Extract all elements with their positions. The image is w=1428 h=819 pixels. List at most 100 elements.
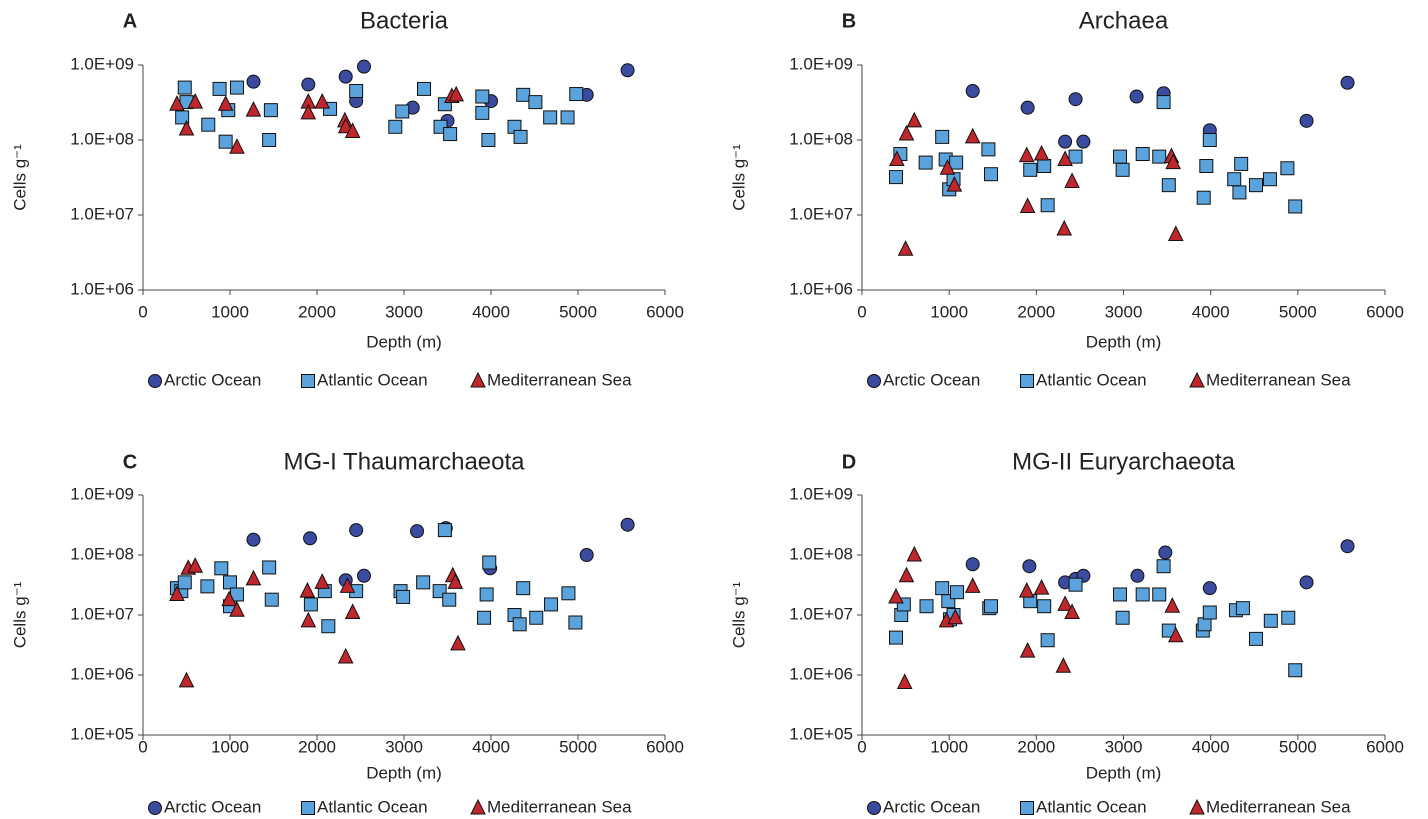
data-point	[1299, 575, 1314, 590]
data-point	[919, 599, 934, 614]
x-tick-label: 1000	[930, 737, 968, 756]
data-point	[246, 74, 261, 89]
data-point	[349, 523, 364, 538]
x-tick-label: 4000	[1192, 737, 1230, 756]
y-tick-label: 1.0E+06	[789, 664, 853, 683]
x-tick-label: 6000	[646, 737, 684, 756]
x-tick-label: 2000	[1017, 302, 1055, 321]
data-point	[1235, 601, 1250, 616]
y-tick-label: 1.0E+08	[789, 544, 853, 563]
data-point	[569, 87, 584, 102]
x-tick-label: 2000	[298, 302, 336, 321]
data-point	[898, 124, 915, 141]
data-point	[1040, 198, 1055, 213]
data-point	[1018, 582, 1035, 598]
x-tick-label: 5000	[1279, 302, 1317, 321]
data-point	[481, 133, 496, 147]
data-point	[482, 555, 497, 570]
data-point	[1164, 597, 1181, 613]
data-point	[888, 170, 903, 185]
y-tick-label: 1.0E+05	[70, 724, 134, 743]
legend-marker	[470, 371, 486, 388]
data-point	[946, 176, 963, 192]
data-point	[1040, 633, 1055, 648]
data-point	[178, 671, 195, 688]
panel-label: B	[842, 10, 856, 32]
data-point	[1197, 617, 1212, 632]
data-point	[949, 155, 964, 170]
data-point	[906, 111, 923, 128]
data-point	[1202, 581, 1217, 596]
x-tick-label: 3000	[1105, 302, 1143, 321]
data-point	[187, 557, 204, 573]
data-point	[1115, 610, 1130, 625]
data-point	[1156, 95, 1171, 110]
data-point	[1037, 599, 1052, 614]
data-point	[299, 582, 316, 598]
y-tick-label: 1.0E+05	[789, 724, 853, 743]
legend-label: Mediterranean Sea	[1206, 797, 1351, 816]
x-tick-label: 5000	[559, 737, 597, 756]
x-tick-label: 1000	[211, 737, 249, 756]
legend-marker	[470, 798, 486, 815]
data-point	[1130, 568, 1145, 583]
data-point	[1037, 159, 1052, 174]
data-point	[169, 95, 185, 111]
legend-label: Atlantic Ocean	[317, 370, 428, 389]
x-axis-label: Depth (m)	[366, 332, 442, 351]
data-point	[1055, 657, 1072, 673]
x-tick-label: 3000	[385, 737, 423, 756]
y-tick-label: 1.0E+07	[789, 604, 853, 623]
data-point	[337, 647, 354, 664]
data-point	[314, 573, 331, 589]
data-point	[477, 610, 492, 625]
data-point	[321, 619, 336, 634]
data-point	[965, 84, 980, 99]
data-point	[1165, 153, 1181, 170]
data-point	[544, 597, 559, 612]
data-point	[935, 129, 950, 144]
data-point	[1020, 100, 1035, 115]
legend-label: Arctic Ocean	[164, 797, 261, 816]
data-point	[965, 557, 980, 572]
data-point	[1076, 134, 1091, 149]
x-tick-label: 0	[138, 302, 147, 321]
data-point	[1019, 197, 1036, 213]
data-point	[1202, 605, 1217, 620]
data-point	[579, 548, 594, 562]
data-point	[388, 119, 403, 134]
y-tick-label: 1.0E+07	[70, 204, 134, 223]
data-point	[1234, 156, 1249, 171]
legend-marker	[1020, 374, 1034, 388]
data-point	[314, 92, 331, 109]
data-point	[1263, 613, 1278, 628]
data-point	[516, 581, 531, 596]
data-point	[896, 673, 913, 689]
data-point	[1058, 134, 1073, 149]
data-point	[1135, 587, 1150, 602]
data-point	[560, 110, 575, 125]
data-point	[984, 599, 999, 614]
data-point	[939, 159, 956, 175]
data-point	[1299, 113, 1314, 128]
data-point	[1019, 642, 1036, 658]
data-point	[561, 586, 576, 601]
data-point	[1167, 225, 1184, 241]
data-point	[1033, 144, 1050, 161]
x-axis-label: Depth (m)	[366, 763, 442, 782]
data-point	[568, 615, 583, 630]
data-point	[339, 577, 356, 593]
chart-title: MG-II Euryarchaeota	[1012, 448, 1235, 475]
data-point	[1068, 577, 1083, 592]
y-tick-label: 1.0E+08	[70, 129, 134, 148]
data-point	[888, 630, 903, 645]
legend-marker	[1189, 798, 1205, 815]
data-point	[1248, 631, 1263, 646]
data-point	[1152, 587, 1167, 602]
data-point	[1068, 149, 1083, 164]
data-point	[349, 84, 364, 99]
data-point	[1068, 92, 1083, 107]
data-point	[950, 585, 965, 600]
data-point	[338, 69, 353, 84]
